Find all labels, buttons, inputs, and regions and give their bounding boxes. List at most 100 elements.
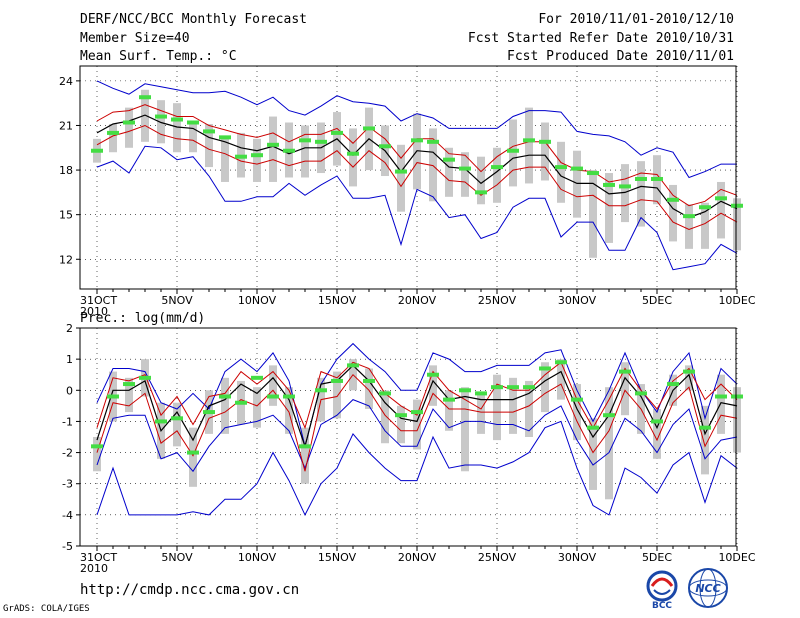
bcc-logo: BCC [646,570,678,610]
temp-xtick-year: 2010 [80,305,108,318]
prec-xtick-label: 5DEC [642,551,672,564]
variable-label: Mean Surf. Temp.: °C [80,49,237,64]
temp-spread-box [429,128,437,202]
temp-spread-box [557,141,565,203]
temp-spread-box [205,123,213,168]
temp-spread-box [157,100,165,144]
prec-spread-box [221,377,229,434]
forecast-period: For 2010/11/01-2010/12/10 [538,12,734,27]
temp-xtick-label: 30NOV [558,294,597,307]
ncc-logo: NCC [688,568,728,608]
temp-median-marker [347,151,359,156]
prec-xtick-label: 15NOV [318,551,357,564]
prec-spread-box [701,405,709,475]
prec-median-marker [427,372,439,377]
temp-spread-box [253,138,261,182]
produced-date: Fcst Produced Date 2010/11/01 [507,49,734,64]
temp-median-marker [667,197,679,202]
prec-median-marker [603,413,615,418]
prec-spread-box [557,359,565,400]
temp-xtick-label: 25NOV [478,294,517,307]
prec-median-marker [507,385,519,390]
temp-median-marker [267,142,279,147]
prec-spread-box [173,402,181,447]
temp-median-marker [475,190,487,195]
prec-panel-title: Prec.: log(mm/d) [80,311,205,326]
prec-spread-box [445,390,453,431]
prec-ytick-label: -3 [62,478,73,491]
bcc-logo-label: BCC [652,601,672,610]
temp-spread-box [221,137,229,182]
prec-median-marker [283,394,295,399]
prec-median-marker [571,397,583,402]
prec-median-marker [443,397,455,402]
temp-median-marker [203,129,215,134]
temp-spread-box [173,103,181,153]
prec-spread-box [541,362,549,413]
prec-spread-box [733,387,741,453]
prec-spread-box [253,387,261,428]
temp-median-marker [379,144,391,149]
prec-median-marker [555,360,567,365]
prec-xtick-label: 5NOV [161,551,193,564]
temp-median-marker [635,176,647,181]
prec-spread-box [685,365,693,391]
prec-median-marker [331,378,343,383]
figure-title: DERF/NCC/BCC Monthly Forecast [80,12,307,27]
prec-median-marker [267,394,279,399]
prec-spread-box [285,387,293,434]
temp-median-marker [299,138,311,143]
prec-ytick-label: 0 [66,384,73,397]
temp-median-marker [155,114,167,119]
footer-url[interactable]: http://cmdp.ncc.cma.gov.cn [80,582,300,598]
temp-median-marker [315,139,327,144]
prec-line-bottom [96,420,738,517]
temp-spread-box [461,152,469,197]
prec-median-marker [235,400,247,405]
prec-median-marker [251,375,263,380]
prec-ytick-label: 1 [66,353,73,366]
temp-spread-box [477,156,485,205]
temp-xtick-label: 20NOV [398,294,437,307]
prec-median-marker [475,391,487,396]
prec-spread-box [301,427,309,484]
temp-median-marker [683,214,695,219]
temp-line-min [96,145,738,271]
temp-xtick-label: 31OCT [80,294,117,307]
member-size: Member Size=40 [80,31,190,46]
prec-xtick-year: 2010 [80,562,108,575]
temp-spread-box [605,173,613,243]
prec-spread-box [397,405,405,444]
temp-spread-box [397,144,405,212]
temp-ytick-label: 24 [59,75,73,88]
temp-median-marker [699,205,711,210]
prec-median-marker [315,388,327,393]
prec-median-marker [139,375,151,380]
temp-median-marker [443,157,455,162]
temp-median-marker [427,139,439,144]
prec-spread-box [189,427,197,487]
prec-xtick-label: 30NOV [558,551,597,564]
refer-date: Fcst Started Refer Date 2010/10/31 [467,31,734,46]
temp-spread-box [445,147,453,197]
prec-median-marker [587,425,599,430]
prec-spread-box [477,393,485,434]
prec-spread-box [653,408,661,459]
temp-spread-box [109,123,117,153]
temp-ytick-label: 12 [59,253,73,266]
prec-median-marker [299,444,311,449]
temp-median-marker [539,139,551,144]
prec-median-marker [411,410,423,415]
temp-xtick-label: 5NOV [161,294,193,307]
prec-median-marker [651,419,663,424]
temp-median-marker [491,165,503,170]
prec-ytick-label: -5 [62,540,73,553]
prec-median-marker [731,394,743,399]
prec-median-marker [363,378,375,383]
temp-xtick-label: 10DEC [718,294,755,307]
prec-ytick-label: -4 [62,509,73,522]
prec-median-marker [171,416,183,421]
ncc-logo-label: NCC [695,582,720,595]
